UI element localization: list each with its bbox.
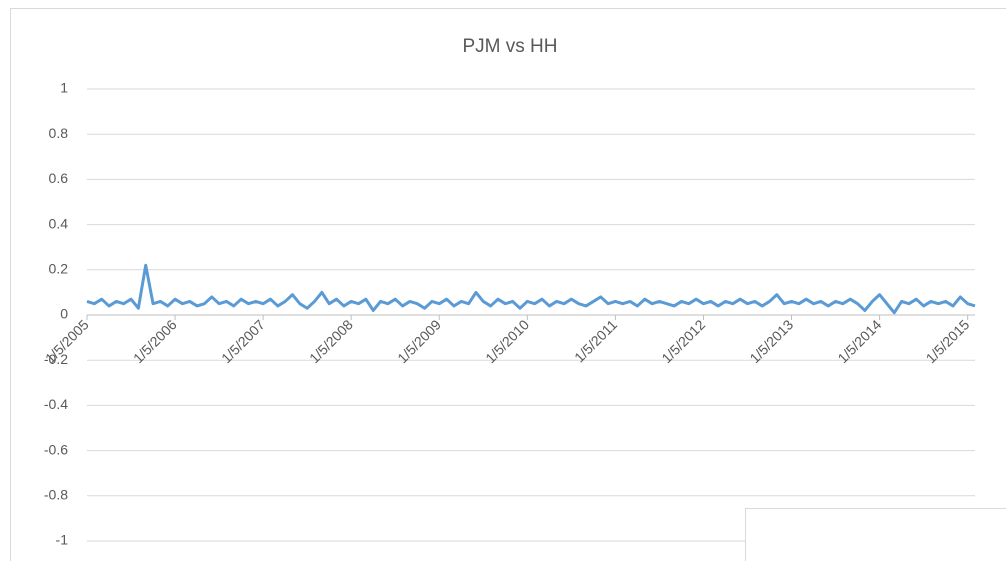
series-line [86, 263, 976, 315]
chart-title: PJM vs HH [463, 36, 558, 57]
y-tick-label: 1 [60, 80, 68, 96]
y-tick-label: 0.8 [49, 125, 69, 141]
y-tick-label: -0.2 [44, 351, 68, 367]
y-tick-label: 0.2 [49, 261, 69, 277]
y-tick-label: -0.8 [44, 487, 68, 503]
y-tick-label: -1 [56, 532, 69, 548]
y-tick-label: -0.6 [44, 441, 68, 457]
chart-area [10, 8, 1006, 561]
y-tick-label: 0.6 [49, 170, 69, 186]
legend-box [745, 508, 1006, 561]
y-tick-label: 0.4 [49, 215, 69, 231]
y-tick-label: 0 [60, 306, 68, 322]
y-tick-label: -0.4 [44, 396, 68, 412]
